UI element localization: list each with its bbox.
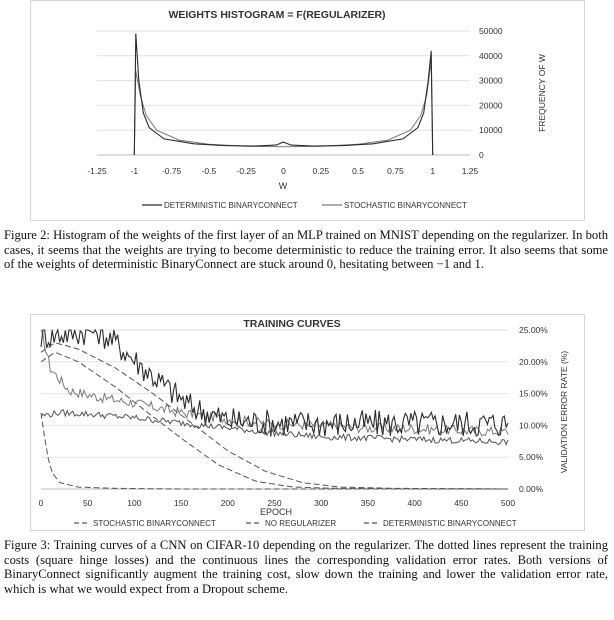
x-tick-label: 0 (281, 166, 286, 176)
y-tick-label: 10000 (479, 125, 503, 135)
x-tick-label: -1.25 (87, 166, 107, 176)
y-tick-label: 20000 (479, 100, 503, 110)
figure-3-y-axis-label: VALIDATION ERROR RATE (%) (559, 351, 569, 473)
y-tick-label: 50000 (479, 26, 503, 36)
x-tick-label: 500 (501, 498, 515, 508)
y-tick-label: 10.00% (519, 420, 548, 430)
x-tick-label: 0 (39, 498, 44, 508)
x-tick-label: -1 (131, 166, 139, 176)
x-tick-label: -0.75 (162, 166, 182, 176)
y-tick-label: 20.00% (519, 357, 548, 367)
y-tick-label: 15.00% (519, 389, 548, 399)
y-tick-label: 25.00% (519, 325, 548, 335)
y-tick-label: 0 (479, 150, 484, 160)
y-tick-label: 5.00% (519, 452, 544, 462)
x-tick-label: 300 (314, 498, 328, 508)
figure-3-caption: Figure 3: Training curves of a CNN on CI… (4, 538, 608, 596)
x-tick-label: 350 (361, 498, 375, 508)
figure-2-title: WEIGHTS HISTOGRAM = F(REGULARIZER) (168, 9, 385, 21)
x-tick-label: 50 (83, 498, 93, 508)
figure-2-caption: Figure 2: Histogram of the weights of th… (4, 228, 608, 272)
x-tick-label: 0.75 (387, 166, 404, 176)
x-tick-label: 200 (221, 498, 235, 508)
x-tick-label: 400 (408, 498, 422, 508)
legend-entry: DETERMINISTIC BINARYCONNECT (383, 519, 517, 528)
x-tick-label: 1 (430, 166, 435, 176)
y-tick-label: 0.00% (519, 484, 544, 494)
x-tick-label: 1.25 (462, 166, 479, 176)
figure-2-x-axis-label: W (279, 181, 288, 191)
legend-entry: STOCHASTIC BINARYCONNECT (93, 519, 216, 528)
legend-entry: DETERMINISTIC BINARYCONNECT (164, 201, 298, 210)
x-tick-label: 100 (127, 498, 141, 508)
x-tick-label: 450 (454, 498, 468, 508)
y-tick-label: 40000 (479, 51, 503, 61)
figure-2-y-axis-label: FREQUENCY OF W (537, 54, 547, 132)
x-tick-label: 0.5 (352, 166, 364, 176)
y-tick-label: 30000 (479, 76, 503, 86)
figure-3-title: TRAINING CURVES (243, 318, 340, 330)
figure-2-chart: WEIGHTS HISTOGRAM = F(REGULARIZER) -1.25… (30, 0, 585, 222)
legend-entry: NO REGULARIZER (265, 519, 336, 528)
x-tick-label: -0.25 (237, 166, 257, 176)
figure-3-x-axis-label: EPOCH (260, 507, 292, 517)
x-tick-label: 150 (174, 498, 188, 508)
x-tick-label: -0.5 (202, 166, 217, 176)
x-tick-label: 0.25 (313, 166, 330, 176)
figure-3-legend: STOCHASTIC BINARYCONNECT NO REGULARIZER DE… (74, 519, 517, 528)
figure-3-chart: TRAINING CURVES 0 50 100 150 200 250 300 350 400… (30, 314, 585, 532)
legend-entry: STOCHASTIC BINARYCONNECT (344, 201, 467, 210)
